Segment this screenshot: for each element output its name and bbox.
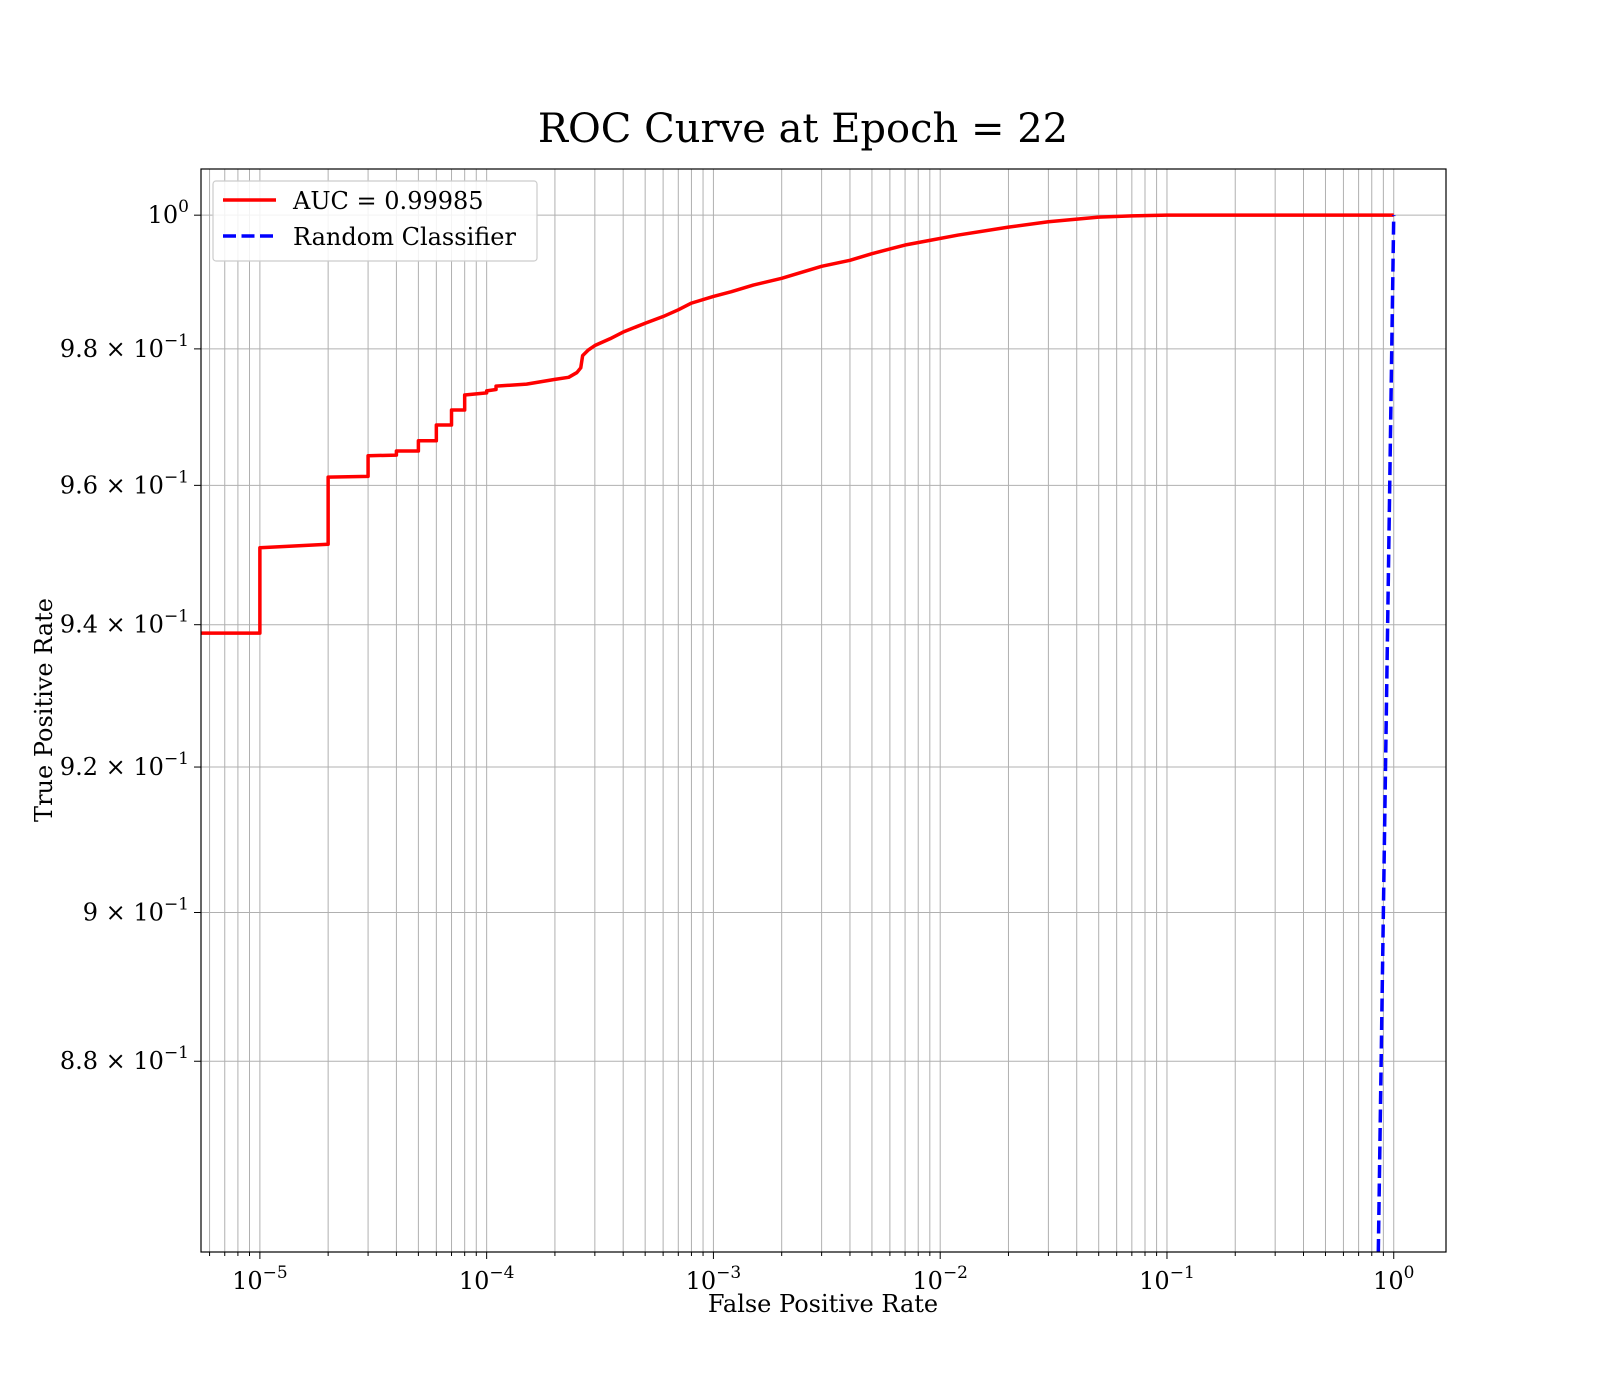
x-axis-ticks: 10−5 10−4 10−3 10−2 10−1 100	[209, 1252, 1414, 1295]
y-tick-label: 9.6 × 10−1	[60, 467, 189, 499]
y-tick-label: 9.4 × 10−1	[60, 607, 189, 639]
y-tick-label: 8.8 × 10−1	[60, 1043, 189, 1075]
y-tick-label: 9.8 × 10−1	[60, 331, 189, 363]
x-tick-label: 10−3	[686, 1263, 742, 1295]
legend-box	[212, 180, 538, 262]
roc-curve-line	[201, 213, 1394, 635]
y-tick-label: 9.2 × 10−1	[60, 749, 189, 781]
x-tick-label: 10−4	[459, 1263, 515, 1295]
legend-label-random-classifier: Random Classifier	[293, 223, 516, 251]
legend-label-auc: AUC = 0.99985	[292, 187, 484, 215]
x-tick-label: 10−5	[232, 1263, 288, 1295]
x-tick-label: 10−2	[912, 1263, 968, 1295]
x-tick-label: 100	[1373, 1263, 1414, 1295]
y-tick-label: 100	[148, 197, 189, 229]
grid-lines	[201, 169, 1446, 1252]
series-layer	[201, 213, 1396, 1252]
chart-title: ROC Curve at Epoch = 22	[538, 106, 1068, 152]
random-classifier-line	[1376, 215, 1396, 1252]
y-axis-label: True Positive Rate	[30, 598, 58, 822]
y-tick-label: 9 × 10−1	[83, 895, 189, 927]
x-tick-label: 10−1	[1139, 1263, 1195, 1295]
y-axis-ticks: 100 9.8 × 10−1 9.6 × 10−1 9.4 × 10−1 9.2 × 1…	[60, 197, 201, 1075]
legend: AUC = 0.99985 Random Classifier	[212, 180, 538, 262]
x-axis-label: False Positive Rate	[708, 1290, 938, 1318]
plot-frame	[200, 168, 1447, 1253]
